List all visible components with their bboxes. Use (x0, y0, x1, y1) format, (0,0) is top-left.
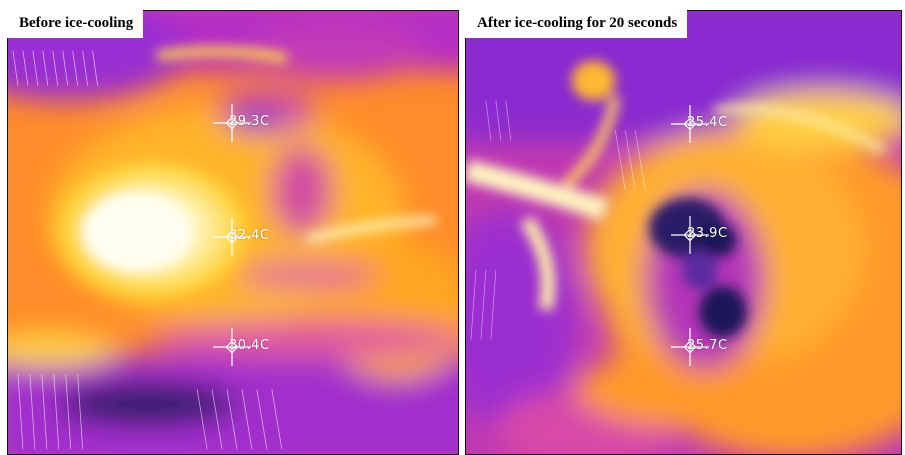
thermal-image-before (7, 10, 459, 455)
temperature-reading: 32.4C (229, 228, 270, 243)
temperature-reading: 25.4C (687, 115, 728, 130)
crosshair-icon (671, 216, 709, 254)
caption-after: After ice-cooling for 20 seconds (465, 10, 688, 38)
crosshair-icon (213, 218, 251, 256)
temperature-reading: 30.4C (229, 338, 270, 353)
thermal-image-after (465, 10, 902, 455)
crosshair-icon (213, 104, 251, 142)
temperature-reading: 25.7C (687, 338, 728, 353)
crosshair-icon (671, 105, 709, 143)
temperature-reading: 23.9C (687, 226, 728, 241)
crosshair-icon (213, 328, 251, 366)
thermal-heatmap-after (466, 11, 901, 454)
thermal-heatmap-before (8, 11, 458, 454)
temperature-reading: 29.3C (229, 114, 270, 129)
crosshair-icon (671, 328, 709, 366)
caption-before: Before ice-cooling (7, 10, 144, 38)
